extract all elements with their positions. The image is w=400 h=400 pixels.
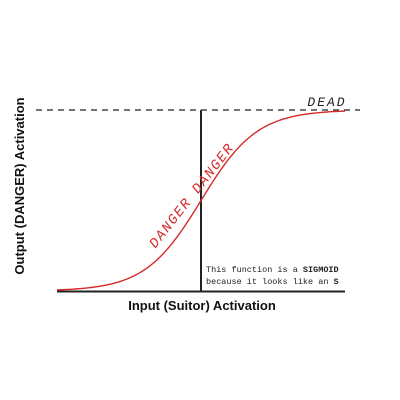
note-line: because it looks like an S — [206, 277, 339, 287]
y-axis-label: Output (DANGER) Activation — [12, 97, 27, 274]
note-line: This function is a SIGMOID — [206, 265, 339, 275]
sigmoid-curve — [56, 110, 346, 291]
x-axis-label: Input (Suitor) Activation — [128, 298, 276, 313]
note-bold: SIGMOID — [303, 265, 339, 275]
note-text: This function is a — [206, 265, 303, 275]
note-bold: S — [334, 277, 339, 287]
dead-label: DEAD — [307, 95, 346, 110]
note-text: because it looks like an — [206, 277, 334, 287]
